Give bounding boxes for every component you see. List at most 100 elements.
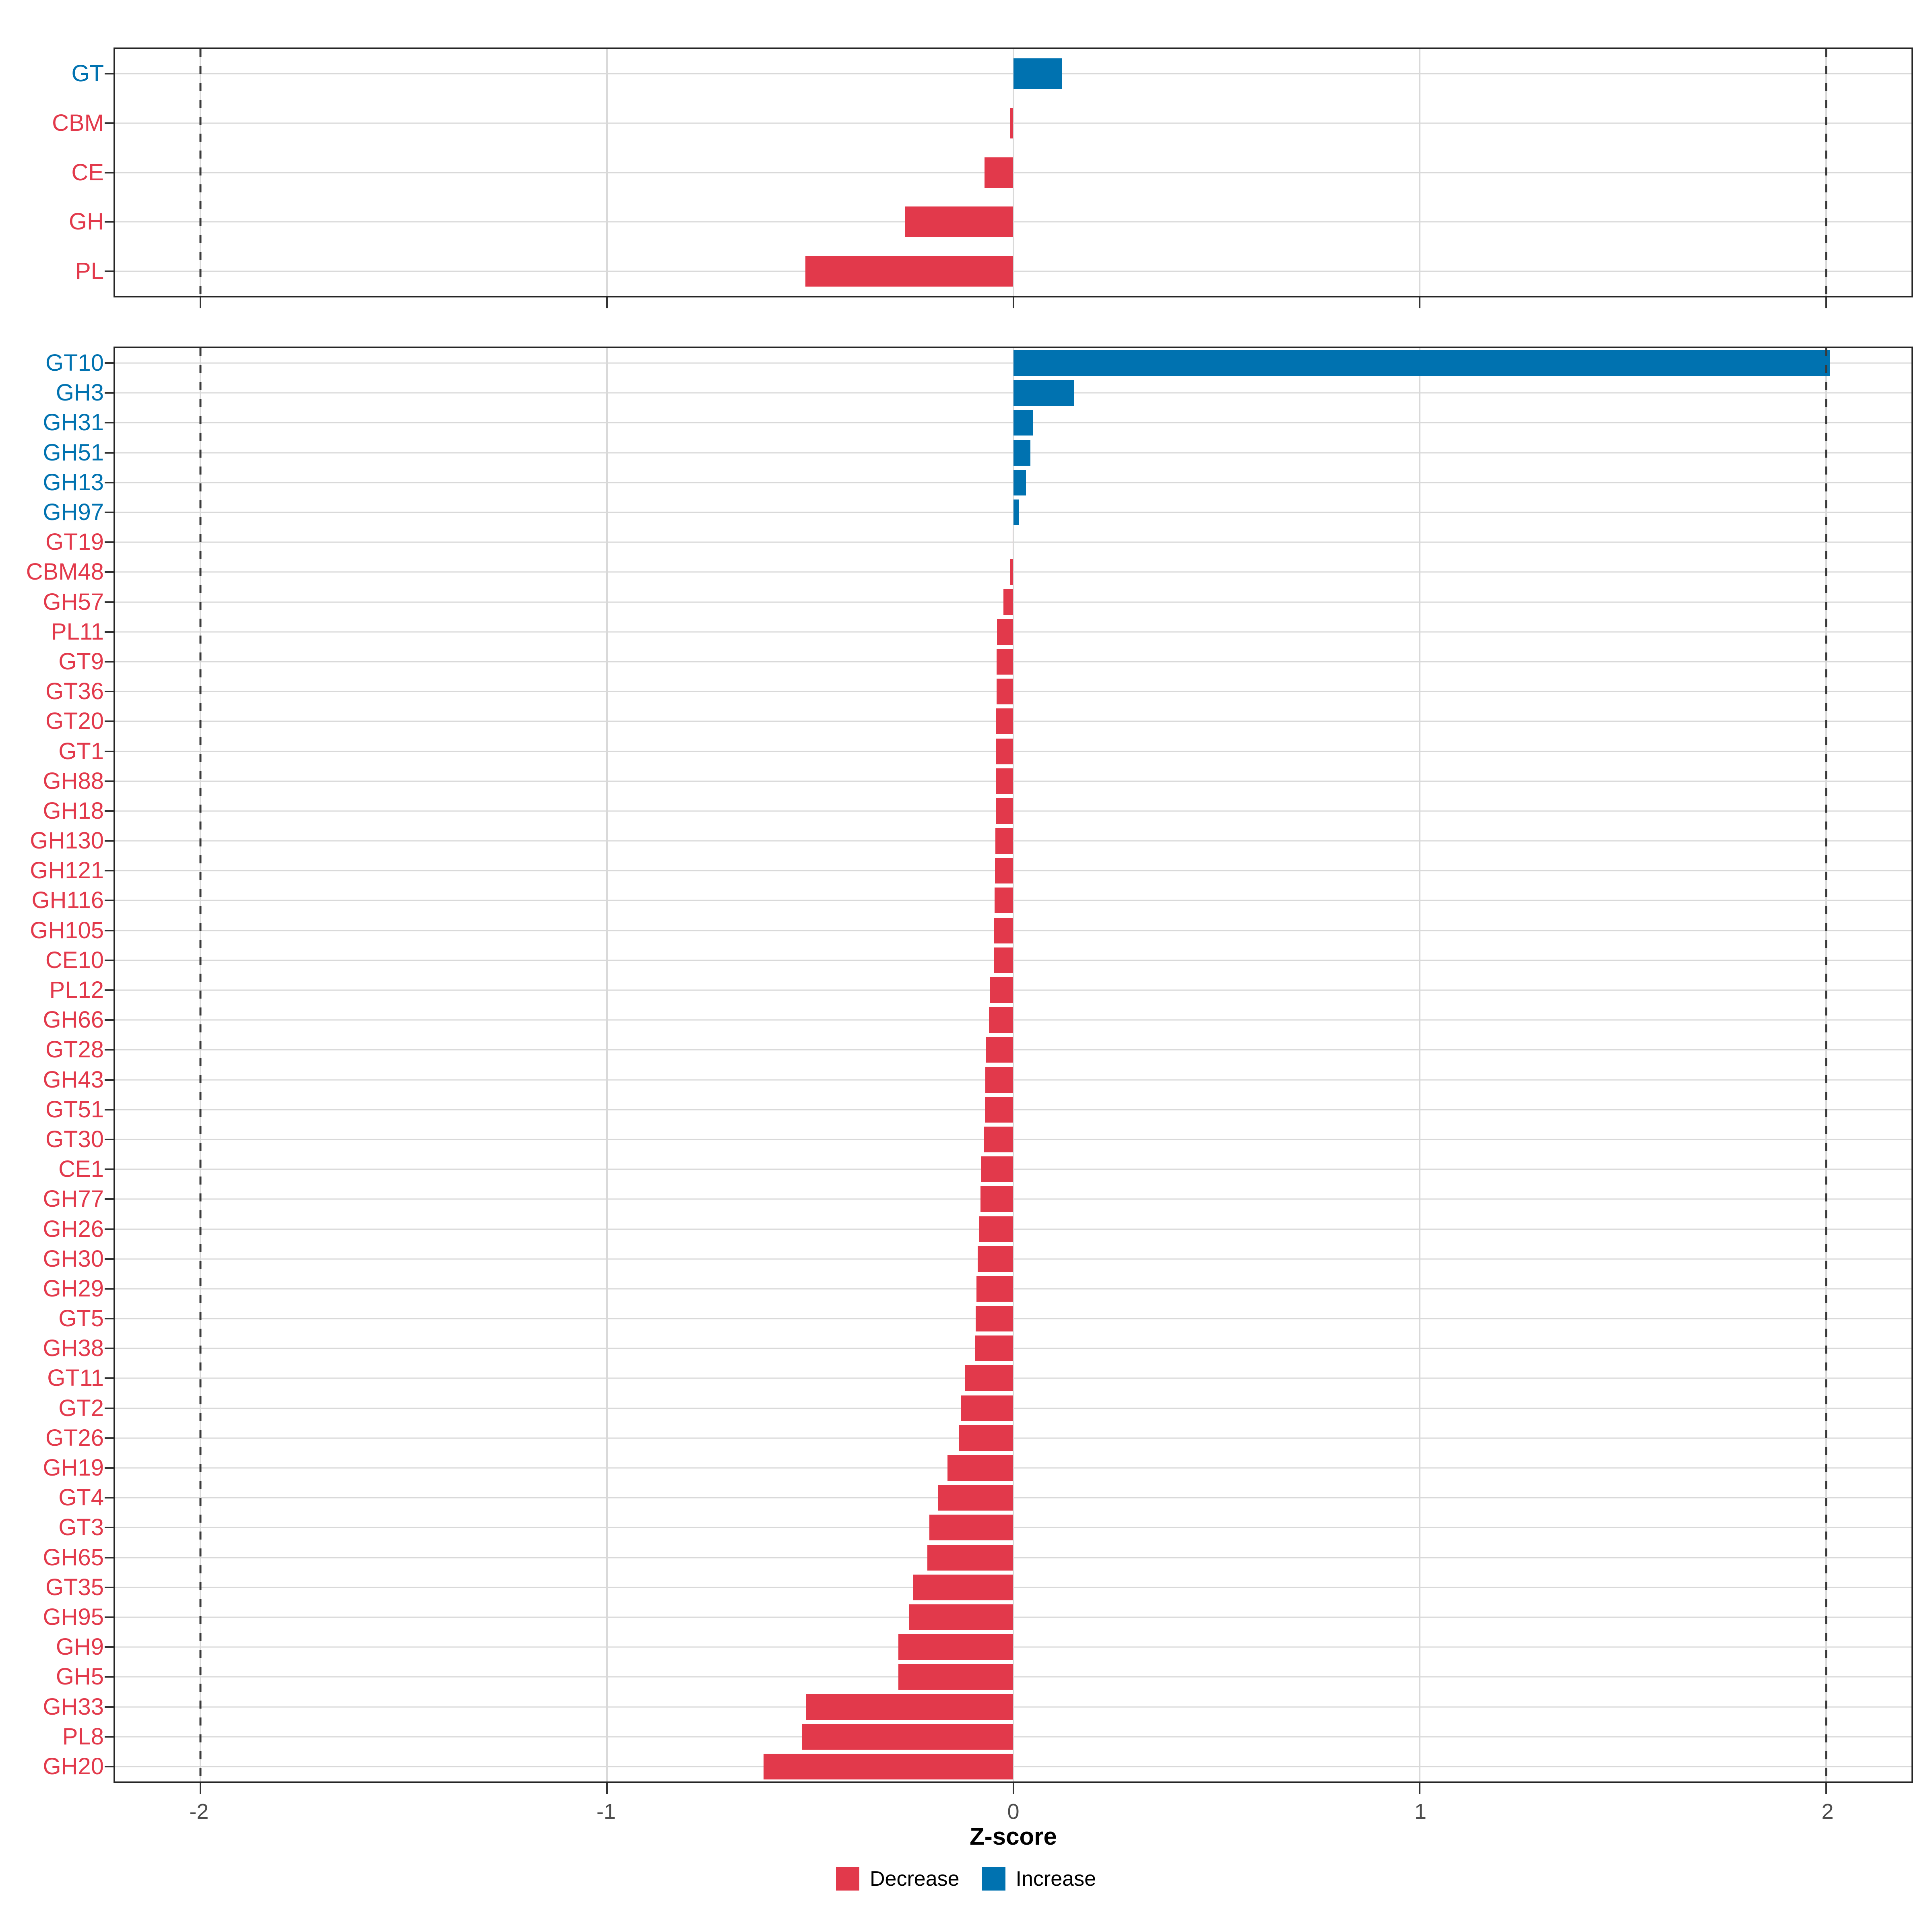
y-axis-label-gh33: GH33: [43, 1693, 104, 1720]
x-axis-tick: [1825, 1783, 1827, 1794]
horizontal-gridline: [115, 751, 1911, 752]
y-axis-tick: [105, 1108, 114, 1110]
bar-gh31: [1013, 410, 1033, 436]
y-axis-label-gh26: GH26: [43, 1216, 104, 1242]
y-axis-label-gt36: GT36: [45, 678, 104, 705]
horizontal-gridline: [115, 1318, 1911, 1319]
horizontal-gridline: [115, 870, 1911, 871]
y-axis-label-gh31: GH31: [43, 409, 104, 436]
y-axis-tick: [105, 870, 114, 872]
y-axis-tick: [105, 452, 114, 454]
horizontal-gridline: [115, 930, 1911, 931]
dashed-reference-line: [1825, 49, 1827, 296]
x-axis-tick: [606, 297, 608, 308]
legend: Decrease Increase: [0, 1867, 1932, 1891]
horizontal-gridline: [115, 601, 1911, 603]
legend-swatch-increase: [982, 1867, 1005, 1891]
y-axis-tick: [105, 780, 114, 782]
y-axis-tick: [105, 1228, 114, 1230]
y-axis-label-ce10: CE10: [45, 947, 104, 973]
x-tick-label: -2: [189, 1800, 209, 1824]
horizontal-gridline: [115, 1467, 1911, 1469]
dashed-reference-line: [1825, 348, 1827, 1781]
y-axis-tick: [105, 1736, 114, 1738]
bar-cbm48: [1010, 559, 1013, 585]
y-axis-label-gh29: GH29: [43, 1275, 104, 1302]
bar-pl8: [802, 1724, 1013, 1750]
y-axis-tick: [105, 1556, 114, 1558]
bar-pl11: [997, 619, 1013, 645]
y-axis-label-gh57: GH57: [43, 588, 104, 615]
y-axis-label-gt30: GT30: [45, 1126, 104, 1152]
y-axis-tick: [105, 1616, 114, 1618]
bar-gh88: [996, 768, 1013, 794]
bar-gh20: [763, 1753, 1013, 1779]
vertical-gridline: [606, 348, 608, 1781]
bar-gh65: [927, 1544, 1013, 1571]
horizontal-gridline: [115, 840, 1911, 842]
y-axis-label-gt26: GT26: [45, 1424, 104, 1451]
y-axis-tick: [105, 270, 114, 272]
y-axis-tick: [105, 512, 114, 514]
y-axis-label-gh105: GH105: [30, 917, 104, 943]
bar-gh18: [996, 798, 1013, 824]
y-axis-tick: [105, 750, 114, 752]
y-axis-tick: [105, 1019, 114, 1021]
horizontal-gridline: [115, 1646, 1911, 1648]
horizontal-gridline: [115, 1437, 1911, 1439]
horizontal-gridline: [115, 1377, 1911, 1379]
bar-cbm: [1010, 107, 1013, 138]
y-axis-label-gh65: GH65: [43, 1544, 104, 1571]
horizontal-gridline: [115, 631, 1911, 633]
y-axis-tick: [105, 840, 114, 842]
horizontal-gridline: [115, 720, 1911, 722]
y-axis-tick: [105, 571, 114, 573]
y-axis-tick: [105, 1079, 114, 1081]
horizontal-gridline: [115, 1766, 1911, 1767]
x-axis-tick: [1419, 297, 1421, 308]
y-axis-tick: [105, 1437, 114, 1439]
horizontal-gridline: [115, 1706, 1911, 1708]
bar-gt51: [985, 1096, 1013, 1123]
bar-gh13: [1013, 469, 1026, 495]
panel-cazyme-classes: GT CBM CE GH PL: [52, 47, 1913, 308]
y-axis-label-gt: GT: [71, 60, 104, 87]
y-axis-label-gt5: GT5: [58, 1305, 104, 1332]
y-axis-tick: [105, 422, 114, 424]
y-axis-label-gt3: GT3: [58, 1514, 104, 1541]
bar-gh121: [995, 858, 1013, 884]
horizontal-gridline: [115, 960, 1911, 961]
y-axis-label-gh18: GH18: [43, 797, 104, 824]
y-axis-label-pl11: PL11: [51, 618, 104, 645]
y-axis-tick: [105, 481, 114, 483]
bar-gh5: [898, 1664, 1013, 1690]
horizontal-gridline: [115, 1198, 1911, 1200]
y-axis-label-gh20: GH20: [43, 1753, 104, 1779]
legend-item-decrease: Decrease: [836, 1867, 960, 1891]
horizontal-gridline: [115, 691, 1911, 692]
y-axis-tick: [105, 1198, 114, 1200]
y-axis-tick: [105, 601, 114, 603]
horizontal-gridline: [115, 1616, 1911, 1618]
y-axis-tick: [105, 661, 114, 663]
bar-gt28: [986, 1037, 1013, 1063]
y-axis-tick: [105, 1676, 114, 1678]
y-axis-label-gh95: GH95: [43, 1604, 104, 1630]
y-axis-label-gh3: GH3: [56, 380, 104, 406]
horizontal-gridline: [115, 989, 1911, 991]
y-axis-label-gh5: GH5: [56, 1664, 104, 1690]
y-axis-label-gt19: GT19: [45, 529, 104, 555]
horizontal-gridline: [115, 661, 1911, 663]
y-axis-tick: [105, 1049, 114, 1051]
y-axis-tick: [105, 720, 114, 722]
y-axis-label-gh19: GH19: [43, 1455, 104, 1481]
panel-cazyme-families: GT10 GH3 GH31 GH51 GH13 GH97 GT19 CBM48 GH57 PL11…: [26, 347, 1913, 1794]
bar-pl: [805, 256, 1013, 287]
y-axis-tick: [105, 541, 114, 543]
x-tick-label: -1: [596, 1800, 616, 1824]
bar-gt35: [913, 1574, 1013, 1600]
x-axis-tick: [1012, 297, 1014, 308]
y-axis-tick: [105, 989, 114, 991]
horizontal-gridline: [115, 1408, 1911, 1409]
